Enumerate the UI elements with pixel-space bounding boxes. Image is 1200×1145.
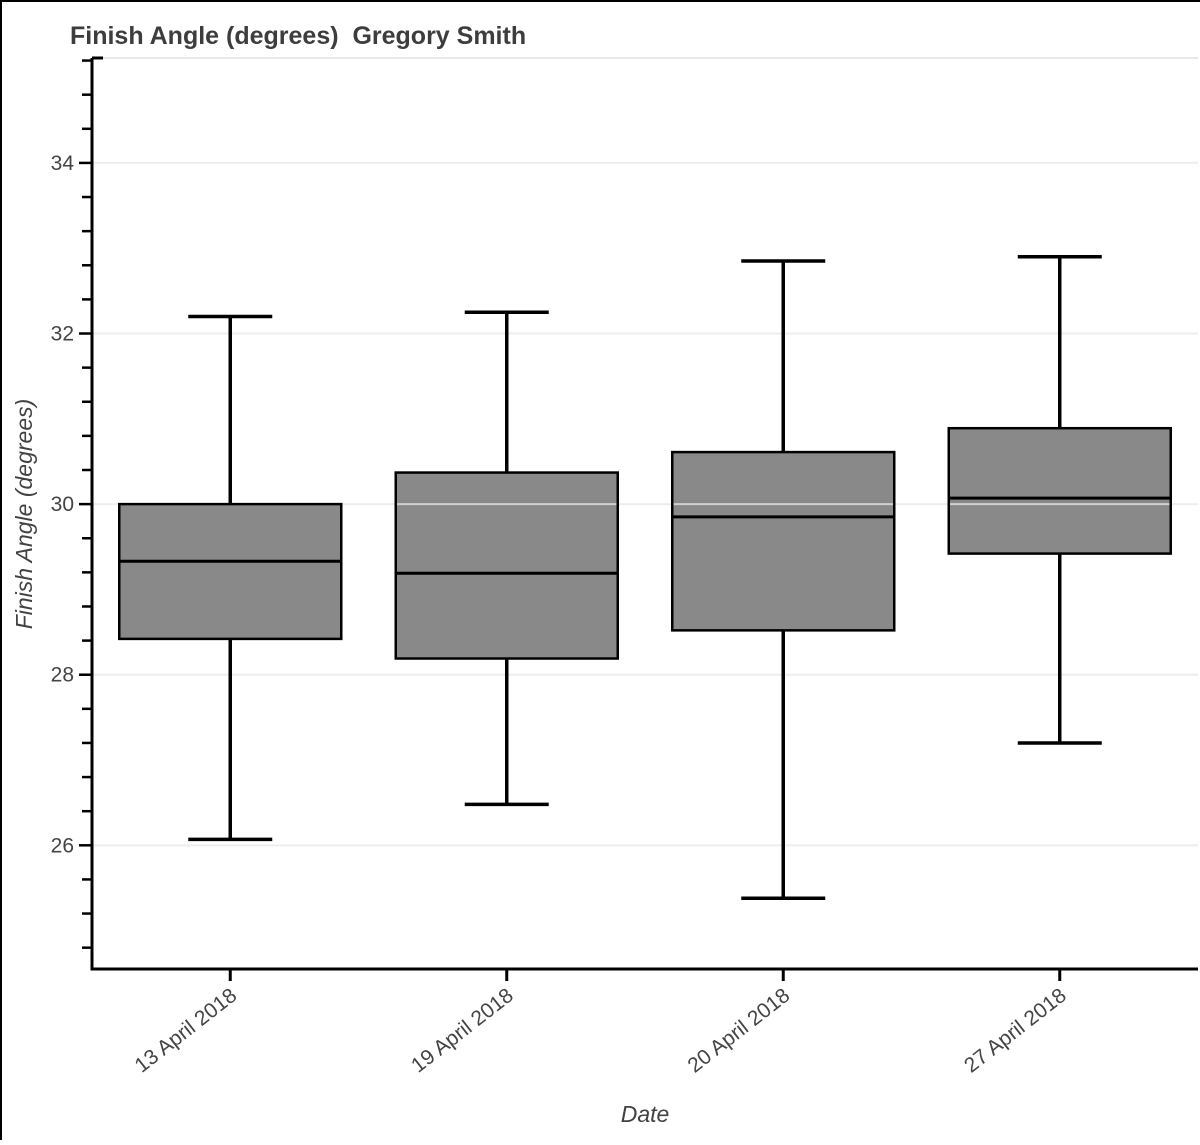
box-group (947, 254, 1172, 745)
box-outline (947, 426, 1172, 555)
box-fill-layer (119, 428, 1171, 659)
chart-title: Finish Angle (degrees) Gregory Smith (70, 22, 526, 50)
box-stroke-layer (118, 254, 1172, 900)
y-tick-label: 30 (51, 493, 74, 516)
box-outline (118, 502, 343, 641)
box-outline (394, 471, 619, 660)
box-group (394, 310, 619, 807)
x-tick-label: 19 April 2018 (407, 984, 518, 1078)
x-tick-label: 27 April 2018 (960, 984, 1071, 1078)
y-tick-label: 28 (51, 664, 74, 687)
x-tick-label: 20 April 2018 (684, 984, 795, 1078)
box-fill (948, 428, 1171, 554)
x-axis-title: Date (621, 1101, 670, 1127)
axis-layer (79, 56, 1198, 981)
box-fill (119, 504, 342, 639)
box-group (671, 259, 896, 900)
box-fill (672, 452, 895, 631)
y-tick-label: 32 (51, 323, 74, 346)
y-axis-title: Finish Angle (degrees) (11, 399, 37, 630)
y-tick-label: 26 (51, 834, 74, 857)
box-outline (671, 450, 896, 632)
y-tick-label: 34 (51, 152, 75, 175)
box-fill (395, 472, 618, 659)
x-tick-label: 13 April 2018 (131, 984, 242, 1078)
box-group (118, 314, 343, 842)
